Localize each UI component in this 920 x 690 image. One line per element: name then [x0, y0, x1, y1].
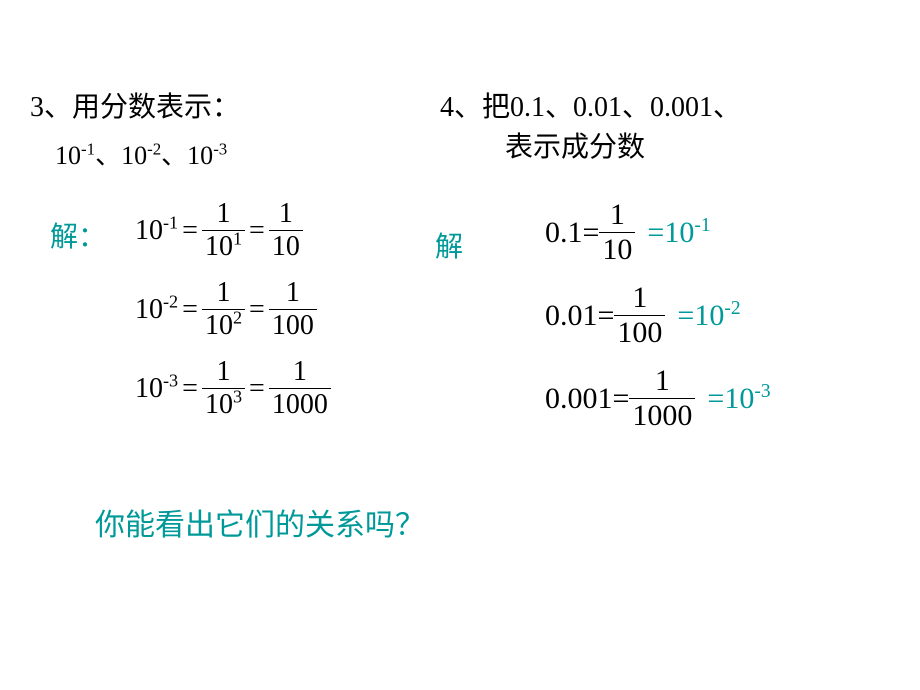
q4-title-line2: 表示成分数: [505, 125, 645, 165]
q4-r3-frac: 1 1000: [629, 366, 695, 431]
q3-r2-rhs: 1 100: [269, 279, 317, 340]
q4-row-1: 0.1= 1 10 =10-1: [545, 200, 771, 265]
eq-sign: =: [249, 294, 265, 326]
q4-r2-lhs: 0.01=: [545, 299, 614, 333]
q3-r1-mid: 1 101: [202, 200, 245, 261]
q3-r3-lhs: 10-3: [135, 373, 178, 405]
q3-r3-mid: 1 103: [202, 358, 245, 419]
q3-row-3: 10-3 = 1 103 = 1 1000: [135, 358, 331, 419]
q4-r1-result: =10-1: [647, 216, 710, 250]
q3-list-text: 10-1、10-2、10-3: [55, 141, 227, 170]
q3-r2-lhs: 10-2: [135, 294, 178, 326]
footer-question: 你能看出它们的关系吗？: [95, 500, 425, 544]
q4-row-2: 0.01= 1 100 =10-2: [545, 283, 771, 348]
eq-sign: =: [249, 373, 265, 405]
q4-r1-lhs: 0.1=: [545, 216, 599, 250]
q4-solution-label: 解: [435, 225, 463, 265]
q3-r3-rhs: 1 1000: [269, 358, 331, 419]
q4-r1-frac: 1 10: [599, 200, 635, 265]
eq-sign: =: [182, 215, 198, 247]
q4-r2-result: =10-2: [677, 299, 740, 333]
q3-solution-label: 解：: [50, 215, 106, 255]
eq-sign: =: [182, 373, 198, 405]
q4-row-3: 0.001= 1 1000 =10-3: [545, 366, 771, 431]
q3-row-2: 10-2 = 1 102 = 1 100: [135, 279, 331, 340]
eq-sign: =: [182, 294, 198, 326]
q3-equations: 10-1 = 1 101 = 1 10 10-2 = 1 102 = 1 100…: [135, 200, 331, 419]
q4-r3-result: =10-3: [707, 382, 770, 416]
q3-r1-lhs: 10-1: [135, 215, 178, 247]
q4-r3-lhs: 0.001=: [545, 382, 629, 416]
eq-sign: =: [249, 215, 265, 247]
q4-equations: 0.1= 1 10 =10-1 0.01= 1 100 =10-2 0.001=…: [545, 200, 771, 431]
q3-title: 3、用分数表示：: [30, 85, 240, 125]
q4-r2-frac: 1 100: [614, 283, 665, 348]
q3-row-1: 10-1 = 1 101 = 1 10: [135, 200, 331, 261]
q3-r1-rhs: 1 10: [269, 200, 303, 261]
q3-r2-mid: 1 102: [202, 279, 245, 340]
q4-title-line1: 4、把0.1、0.01、0.001、: [440, 85, 741, 125]
q3-list: 10-1、10-2、10-3: [55, 135, 227, 172]
